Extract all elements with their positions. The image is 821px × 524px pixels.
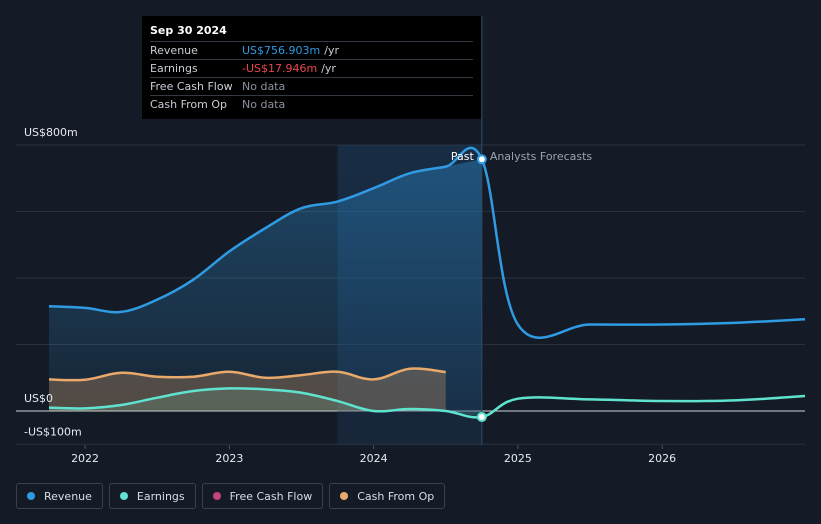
tooltip-value: -US$17.946m — [242, 62, 318, 75]
series-markers — [476, 154, 487, 422]
y-tick-label: US$0 — [24, 392, 53, 405]
tooltip-label: Earnings — [150, 62, 198, 75]
legend-label: Earnings — [136, 489, 185, 503]
y-tick-label: US$800m — [24, 126, 78, 139]
forecast-label: Analysts Forecasts — [490, 150, 593, 163]
tooltip-value: US$756.903m — [242, 44, 321, 57]
tooltip-label: Free Cash Flow — [150, 80, 233, 93]
legend-item-cash-from-op[interactable]: Cash From Op — [329, 483, 446, 509]
x-axis-labels: 2022 2023 2024 2025 2026 — [71, 445, 676, 465]
tooltip-unit: /yr — [321, 62, 336, 75]
legend-dot-icon — [119, 492, 128, 500]
x-tick-label: 2025 — [504, 452, 532, 465]
revenue-marker — [476, 154, 487, 165]
earnings-marker — [476, 411, 487, 422]
tooltip-row-earnings: Earnings -US$17.946m /yr — [150, 59, 473, 77]
earnings-area — [49, 388, 482, 417]
tooltip-unit: /yr — [324, 44, 339, 57]
cash-from-op-line — [48, 367, 446, 382]
y-axis-labels: US$800m US$0 -US$100m — [24, 126, 82, 438]
x-tick-label: 2026 — [648, 452, 676, 465]
x-tick-label: 2024 — [360, 452, 388, 465]
legend-dot-icon — [27, 492, 35, 500]
legend-item-revenue[interactable]: Revenue — [16, 483, 103, 509]
legend-label: Cash From Op — [357, 489, 435, 503]
tooltip: Sep 30 2024 Revenue US$756.903m /yr Earn… — [142, 16, 481, 119]
tooltip-label: Revenue — [150, 44, 198, 57]
tooltip-row-cash-from-op: Cash From Op No data — [150, 95, 473, 113]
legend-label: Revenue — [44, 489, 92, 503]
x-tick-label: 2023 — [215, 452, 243, 465]
past-label: Past — [451, 150, 475, 163]
legend: Revenue Earnings Free Cash Flow Cash Fro… — [16, 483, 446, 509]
legend-dot-icon — [340, 492, 349, 500]
legend-item-earnings[interactable]: Earnings — [108, 483, 196, 509]
tooltip-value: No data — [242, 98, 286, 111]
legend-dot-icon — [212, 492, 221, 500]
tooltip-row-free-cash-flow: Free Cash Flow No data — [150, 77, 473, 95]
x-tick-label: 2022 — [71, 452, 99, 465]
tooltip-date: Sep 30 2024 — [150, 24, 227, 37]
revenue-area — [49, 159, 482, 411]
tooltip-value: No data — [242, 80, 286, 93]
legend-item-free-cash-flow[interactable]: Free Cash Flow — [201, 483, 324, 509]
tooltip-row-revenue: Revenue US$756.903m /yr — [150, 41, 473, 59]
revenue-line — [48, 146, 806, 339]
series-lines — [48, 146, 806, 419]
tooltip-label: Cash From Op — [150, 98, 228, 111]
y-tick-label: -US$100m — [24, 425, 82, 438]
earnings-line — [48, 387, 806, 419]
legend-label: Free Cash Flow — [229, 489, 313, 503]
